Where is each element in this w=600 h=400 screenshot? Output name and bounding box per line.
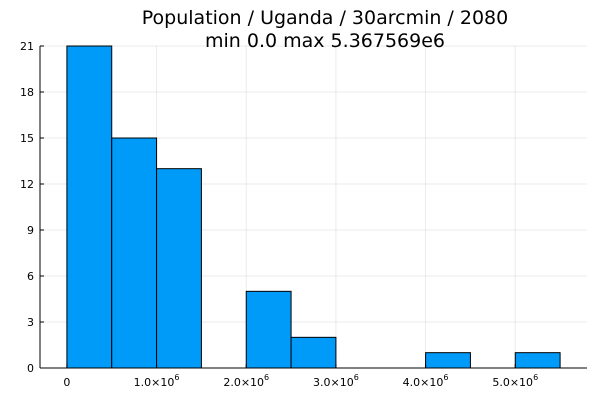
histogram-bar — [66, 45, 113, 369]
y-tick-label: 9 — [27, 224, 34, 237]
y-tick-label: 12 — [20, 178, 34, 191]
chart-title: Population / Uganda / 30arcmin / 2080 — [142, 7, 508, 29]
x-tick-label: 3.0×106 — [313, 373, 359, 389]
histogram-bar — [425, 352, 471, 369]
y-tick-label: 21 — [20, 40, 34, 53]
y-tick-label: 3 — [27, 316, 34, 329]
x-tick-labels: 0 1.0×106 2.0×106 3.0×106 4.0×106 5.0×106 — [63, 373, 538, 389]
histogram-bar — [111, 137, 158, 369]
axes — [39, 45, 587, 369]
histogram-bar — [156, 168, 202, 369]
chart-subtitle: min 0.0 max 5.367569e6 — [205, 30, 445, 52]
histogram-bar — [245, 290, 292, 369]
y-tick-label: 0 — [27, 362, 34, 375]
y-tick-label: 6 — [27, 270, 34, 283]
x-tick-label: 5.0×106 — [492, 373, 538, 389]
x-tick-label: 2.0×106 — [223, 373, 269, 389]
x-tick-label: 4.0×106 — [403, 373, 449, 389]
y-tick-label: 15 — [20, 132, 34, 145]
histogram-bar — [514, 352, 561, 369]
y-tick-labels: 0 3 6 9 12 15 18 21 — [20, 40, 34, 375]
x-tick-label: 0 — [63, 376, 70, 389]
histogram-bars — [66, 45, 561, 369]
histogram-bar — [290, 336, 337, 369]
y-tick-label: 18 — [20, 86, 34, 99]
x-tick-label: 1.0×106 — [134, 373, 180, 389]
